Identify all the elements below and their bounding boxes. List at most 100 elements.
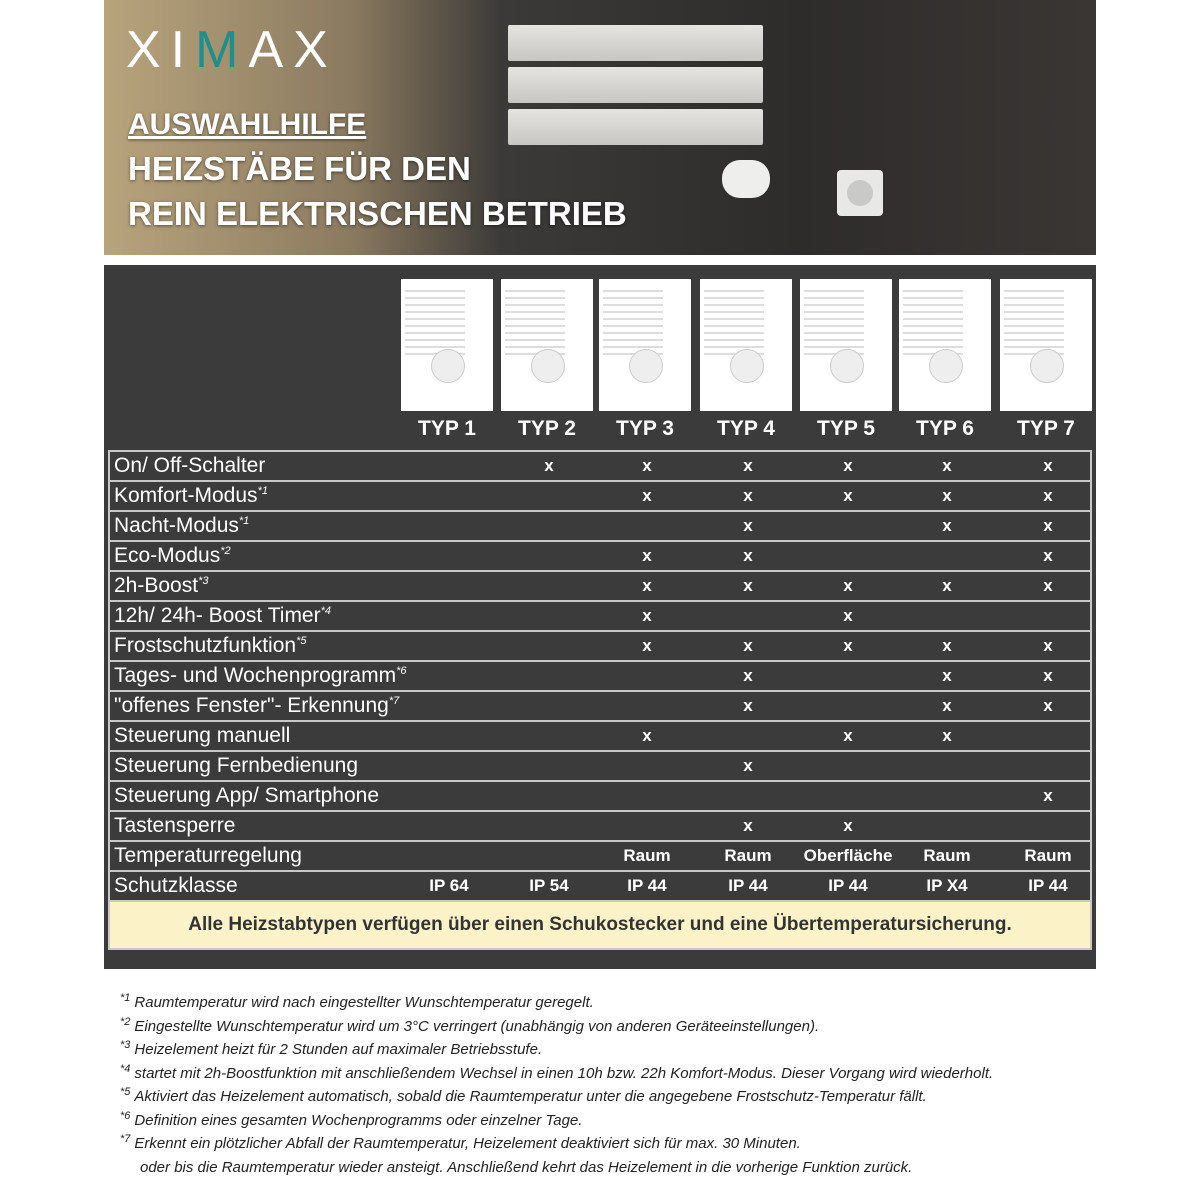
table-cell: x <box>1043 456 1053 475</box>
heating-element-image <box>722 160 770 198</box>
footnote-text: Definition eines gesamten Wochenprogramm… <box>134 1111 583 1129</box>
product-image-typ-7 <box>1000 279 1092 411</box>
table-cell: x <box>942 636 952 655</box>
footnote-ref: *5 <box>120 1086 131 1098</box>
feature-label: Eco-Modus*2 <box>114 544 231 568</box>
ximax-logo: XIMAX <box>126 21 338 79</box>
table-cell: x <box>642 456 652 475</box>
feature-label: 12h/ 24h- Boost Timer*4 <box>114 604 331 628</box>
table-row: Temperaturregelung Raum Raum Oberfläche Raum… <box>108 840 1092 870</box>
table-cell: x <box>843 636 853 655</box>
product-image-typ-2 <box>501 279 593 411</box>
table-cell: x <box>642 576 652 595</box>
product-image-typ-5 <box>800 279 892 411</box>
table-cell: x <box>642 636 652 655</box>
table-cell: x <box>942 696 952 715</box>
footnote: oder bis die Raumtemperatur wieder anste… <box>120 1157 993 1181</box>
feature-name: "offenes Fenster"- Erkennung <box>114 694 389 717</box>
table-cell: IP 44 <box>627 876 667 895</box>
table-row: On/ Off-Schalter x x x x x x <box>108 450 1092 480</box>
footnote: *3 Heizelement heizt für 2 Stunden auf ma… <box>120 1039 993 1063</box>
info-note: Alle Heizstabtypen verfügen über einen S… <box>108 900 1092 950</box>
type-header: TYP 7 <box>1017 417 1075 440</box>
power-outlet-image <box>837 170 883 216</box>
table-cell: x <box>1043 546 1053 565</box>
table-row: Tastensperre x x <box>108 810 1092 840</box>
table-cell: x <box>843 486 853 505</box>
headline-1: AUSWAHLHILFE <box>128 108 367 141</box>
table-cell: IP 44 <box>728 876 768 895</box>
table-cell: IP X4 <box>926 876 968 895</box>
feature-label: Nacht-Modus*1 <box>114 514 249 538</box>
table-cell: Raum <box>724 846 772 865</box>
footnote-text: Aktiviert das Heizelement automatisch, s… <box>134 1088 927 1105</box>
table-cell: x <box>942 576 952 595</box>
table-cell: x <box>642 486 652 505</box>
table-cell: x <box>642 546 652 565</box>
table-cell: Raum <box>1024 846 1072 865</box>
table-cell: x <box>1043 696 1053 715</box>
feature-label: Temperaturregelung <box>114 844 302 868</box>
table-row: Steuerung App/ Smartphone x <box>108 780 1092 810</box>
footnote-ref: *5 <box>296 635 307 647</box>
feature-label: Steuerung App/ Smartphone <box>114 784 379 808</box>
table-cell: x <box>1043 786 1053 805</box>
headline-2: HEIZSTÄBE FÜR DEN <box>128 150 471 187</box>
table-cell: x <box>743 666 753 685</box>
table-row: Nacht-Modus*1 x x x <box>108 510 1092 540</box>
feature-label: Komfort-Modus*1 <box>114 484 268 508</box>
table-cell: x <box>843 576 853 595</box>
feature-label: Frostschutzfunktion*5 <box>114 634 307 658</box>
table-row: "offenes Fenster"- Erkennung*7 x x x <box>108 690 1092 720</box>
table-cell: x <box>743 486 753 505</box>
table-cell: x <box>1043 636 1053 655</box>
product-image-typ-4 <box>700 279 792 411</box>
footnote-text: Raumtemperatur wird nach eingestellter W… <box>134 994 594 1011</box>
table-row: 12h/ 24h- Boost Timer*4 x x <box>108 600 1092 630</box>
table-cell: IP 64 <box>429 876 469 895</box>
table-row: Frostschutzfunktion*5 x x x x x <box>108 630 1092 660</box>
table-cell: x <box>843 726 853 745</box>
footnote-ref: *2 <box>120 1015 131 1028</box>
type-header: TYP 4 <box>717 417 775 440</box>
table-cell: x <box>843 606 853 625</box>
footnote: *5 Aktiviert das Heizelement automatisch,… <box>120 1086 993 1110</box>
table-cell: Oberfläche <box>803 846 893 865</box>
footnote-ref: *1 <box>238 515 250 527</box>
footnote-ref: *2 <box>220 545 231 557</box>
type-header: TYP 3 <box>616 417 674 440</box>
feature-name: On/ Off-Schalter <box>114 454 266 477</box>
footnote-text: Erkennt ein plötzlicher Abfall der Raumt… <box>134 1135 801 1152</box>
table-cell: x <box>743 696 753 715</box>
footnote-ref: *4 <box>320 605 332 617</box>
feature-name: Temperaturregelung <box>114 844 302 867</box>
table-cell: x <box>642 606 652 625</box>
table-cell: x <box>743 516 753 535</box>
table-cell: x <box>743 636 753 655</box>
table-cell: x <box>743 546 753 565</box>
table-cell: IP 44 <box>828 876 868 895</box>
footnote: *7 Erkennt ein plötzlicher Abfall der Rau… <box>120 1133 993 1157</box>
table-cell: x <box>743 576 753 595</box>
feature-label: Tages- und Wochenprogramm*6 <box>114 664 407 688</box>
feature-name: Steuerung manuell <box>114 724 291 747</box>
footnote-ref: *6 <box>396 665 407 677</box>
footnote-ref: *1 <box>120 992 131 1004</box>
feature-name: Tages- und Wochenprogramm <box>114 664 397 687</box>
feature-label: 2h-Boost*3 <box>114 574 208 598</box>
feature-label: On/ Off-Schalter <box>114 454 265 478</box>
table-cell: x <box>1043 576 1053 595</box>
feature-name: Steuerung App/ Smartphone <box>114 784 380 807</box>
feature-name: Tastensperre <box>114 814 236 837</box>
footnote-ref: *7 <box>388 695 400 707</box>
type-header: TYP 2 <box>518 417 576 440</box>
comparison-panel: TYP 1 TYP 2 TYP 3 TYP 4 TYP 5 TYP 6 TYP 7 On/ … <box>104 265 1096 969</box>
table-cell: x <box>942 726 952 745</box>
table-cell: x <box>843 456 853 475</box>
feature-label: Schutzklasse <box>114 874 238 898</box>
table-cell: x <box>942 516 952 535</box>
footnote-text: Eingestellte Wunschtemperatur wird um 3°… <box>134 1017 820 1035</box>
table-row: Eco-Modus*2 x x x <box>108 540 1092 570</box>
radiator-image <box>508 25 763 155</box>
feature-name: Nacht-Modus <box>114 514 239 537</box>
